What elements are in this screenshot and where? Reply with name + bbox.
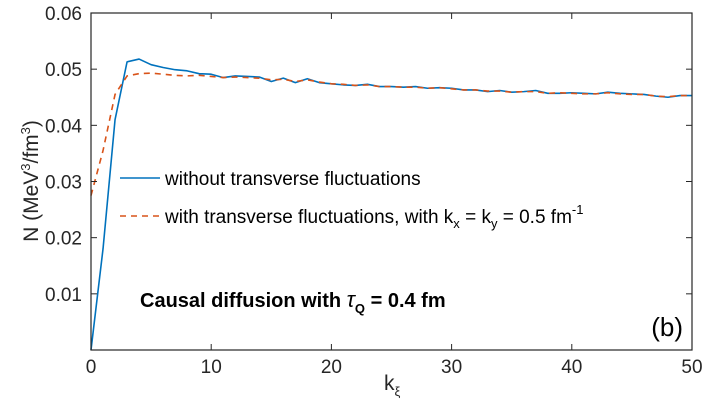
y-axis-title-part-c: ) xyxy=(20,120,43,127)
annotation-part-b: = 0.4 fm xyxy=(365,290,446,312)
legend-label-dashed-c-sup: -1 xyxy=(572,202,584,217)
legend: without transverse fluctuations with tra… xyxy=(120,169,583,231)
x-tick-label: 0 xyxy=(86,357,97,378)
legend-label-dashed-a: with transverse fluctuations, with k xyxy=(164,207,454,228)
y-axis-title-sup-a: 3 xyxy=(18,163,33,170)
tick-layer: 0 10 20 30 40 50 0.01 0.02 0.03 0.04 0.05 0.06 xyxy=(45,4,703,378)
y-axis-title: N (MeV3/fm3) xyxy=(18,120,43,242)
legend-label-dashed-b: = k xyxy=(460,207,492,228)
legend-label-dashed: with transverse fluctuations, with kx = … xyxy=(164,202,583,231)
y-axis-title-sup-b: 3 xyxy=(18,127,33,134)
series-line-with-transverse xyxy=(90,72,692,196)
series-line-without-transverse xyxy=(90,58,692,351)
x-axis-title-main: k xyxy=(384,372,395,395)
annotation-tau: τ xyxy=(347,287,357,312)
series-layer xyxy=(90,58,692,351)
plot-area xyxy=(91,13,692,350)
legend-label-dashed-c: = 0.5 fm xyxy=(497,207,571,228)
y-axis-title-part-a: N (MeV xyxy=(20,171,43,242)
y-tick-label: 0.02 xyxy=(45,229,82,250)
x-axis-title-sub: ξ xyxy=(395,384,401,399)
annotation: Causal diffusion with τQ = 0.4 fm xyxy=(140,287,446,316)
annotation-tau-sub: Q xyxy=(355,301,365,316)
legend-label-solid: without transverse fluctuations xyxy=(164,169,421,190)
y-axis-title-part-b: /fm xyxy=(20,134,43,163)
x-tick-label: 20 xyxy=(321,357,342,378)
panel-label: (b) xyxy=(651,312,683,342)
x-tick-label: 50 xyxy=(681,357,702,378)
annotation-part-a: Causal diffusion with xyxy=(140,290,347,312)
y-tick-label: 0.04 xyxy=(45,116,82,137)
y-tick-label: 0.03 xyxy=(45,173,82,194)
x-tick-label: 30 xyxy=(441,357,462,378)
y-tick-label: 0.05 xyxy=(45,60,82,81)
x-tick-label: 10 xyxy=(201,357,222,378)
x-axis-title: kξ xyxy=(384,372,401,399)
x-tick-label: 40 xyxy=(561,357,582,378)
y-tick-label: 0.01 xyxy=(45,285,82,306)
legend-label-dashed-b-sub: y xyxy=(491,216,498,231)
legend-label-dashed-a-sub: x xyxy=(453,216,460,231)
y-tick-label: 0.06 xyxy=(45,4,82,25)
